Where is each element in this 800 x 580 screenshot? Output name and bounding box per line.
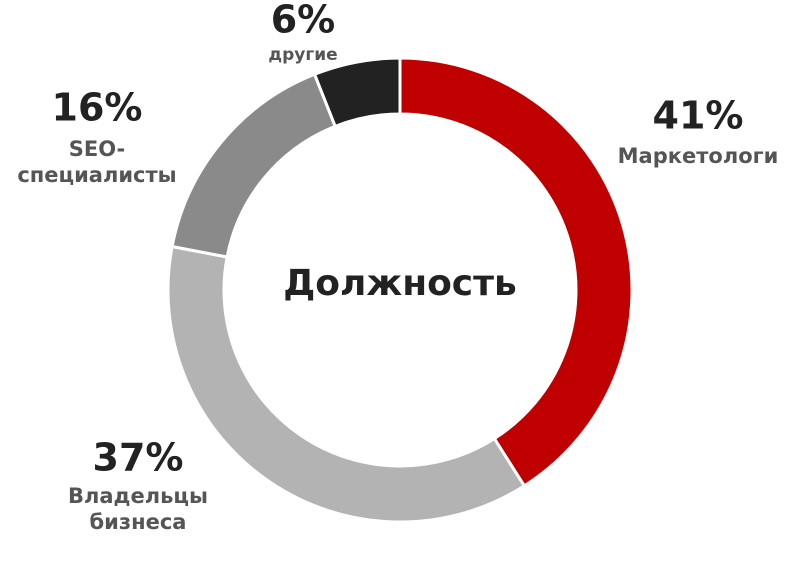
value-label: 37%: [93, 436, 184, 480]
category-label: SEO-специалисты: [17, 137, 176, 187]
chart-title: Должность: [283, 263, 517, 304]
donut-segment: [170, 72, 338, 259]
category-label: другие: [268, 45, 337, 65]
value-label: 6%: [271, 0, 336, 42]
donut-segment: [166, 244, 527, 524]
value-label: 16%: [52, 86, 143, 130]
donut-segment: [398, 56, 634, 488]
donut-segment: [312, 56, 402, 129]
value-label: 41%: [653, 94, 744, 138]
category-label: Маркетологи: [618, 144, 779, 168]
category-label: Владельцы бизнеса: [68, 484, 208, 534]
